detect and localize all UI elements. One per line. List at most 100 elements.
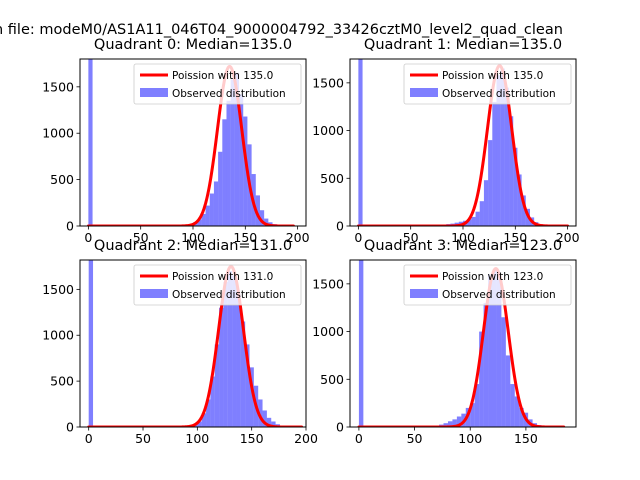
hist-bar [492, 269, 497, 427]
hist-bar [447, 421, 453, 427]
hist-bar [504, 87, 510, 226]
legend: Poission with 123.0 Observed distribution [403, 264, 572, 306]
hist-bar [243, 116, 248, 226]
subplot-quadrant-2: 0 50 100 150 200 0 500 1000 1500 Quadrant 2: Medi… [42, 238, 318, 446]
hist-bar [358, 59, 363, 226]
hist-bar [201, 213, 206, 226]
hist-bar [258, 399, 263, 427]
hist-bar [219, 307, 224, 427]
hist-bar [266, 417, 272, 427]
x-tick-label: 0 [355, 431, 363, 446]
hist-bar [501, 317, 506, 427]
hist-bar [255, 195, 260, 226]
x-tick-label: 200 [294, 431, 318, 446]
x-tick-label: 150 [240, 431, 264, 446]
hist-bar [245, 344, 250, 427]
hist-bar [234, 72, 240, 226]
legend-label-fit: Poission with 131.0 [172, 271, 273, 283]
y-tick-label: 500 [50, 374, 74, 389]
y-tick-label: 0 [336, 420, 344, 435]
hist-bar [239, 94, 244, 226]
axes-frame [349, 259, 577, 428]
hist-bar [197, 421, 202, 427]
hist-bar [232, 275, 237, 427]
x-tick-label: 100 [185, 431, 209, 446]
hist-bar [521, 195, 526, 226]
hist-bar [483, 180, 489, 226]
plot-area [357, 260, 566, 427]
x-tick-label: 100 [458, 431, 482, 446]
y-tick-label: 500 [320, 372, 344, 387]
hist-bar [226, 100, 231, 226]
legend-frame [403, 264, 572, 306]
hist-bar [227, 271, 233, 427]
hist-bar [467, 219, 472, 226]
hist-bar [509, 116, 514, 226]
y-tick-label: 1500 [312, 75, 344, 90]
poisson-fit-line [87, 264, 304, 427]
hist-bar [210, 376, 215, 427]
subplot-title: Quadrant 0: Median=135.0 [94, 37, 292, 53]
hist-bar [236, 293, 241, 427]
legend-patch-swatch [140, 88, 168, 97]
hist-bar [500, 68, 505, 226]
x-tick-label: 150 [514, 431, 538, 446]
poisson-fit-line [356, 64, 570, 226]
subplot-quadrant-1: 0 50 100 150 200 0 500 1000 1500 Quadrant 1: Medi… [312, 37, 579, 245]
hist-bar [474, 384, 480, 427]
legend-label-hist: Observed distribution [172, 88, 286, 100]
hist-bar [505, 355, 511, 427]
poisson-fit-line [357, 267, 566, 427]
plot-area [87, 260, 304, 427]
y-tick-label: 0 [66, 420, 74, 435]
hist-bar [88, 260, 94, 427]
poisson-fit-line [86, 64, 295, 226]
x-tick-label: 200 [556, 230, 580, 245]
legend-frame [403, 63, 572, 105]
plot-area [356, 59, 570, 226]
legend-label-hist: Observed distribution [442, 289, 556, 301]
legend-label-hist: Observed distribution [172, 289, 286, 301]
hist-bar [271, 421, 276, 427]
figure-suptitle: n file: modeM0/AS1A11_046T04_9000004792_… [0, 22, 563, 38]
hist-bar [249, 367, 254, 427]
hist-bar [471, 216, 476, 226]
y-tick-label: 1000 [312, 324, 344, 339]
hist-bar [230, 79, 235, 226]
subplot-title: Quadrant 1: Median=135.0 [364, 37, 562, 53]
x-tick-label: 150 [233, 230, 257, 245]
x-tick-label: 50 [403, 230, 419, 245]
subplot-title: Quadrant 2: Median=131.0 [94, 238, 292, 254]
legend: Poission with 135.0 Observed distribution [403, 63, 572, 105]
legend: Poission with 135.0 Observed distribution [133, 63, 302, 105]
hist-bar [496, 75, 501, 226]
y-tick-label: 1000 [42, 126, 74, 141]
y-tick-label: 1500 [42, 79, 74, 94]
y-tick-label: 1500 [312, 276, 344, 291]
legend-label-fit: Poission with 123.0 [442, 271, 543, 283]
x-tick-label: 150 [503, 230, 527, 245]
axes-frame [79, 259, 307, 428]
hist-bar [88, 59, 93, 226]
hist-bar [492, 101, 497, 226]
subplot-quadrant-0: 0 50 100 150 200 0 500 1000 1500 Quadrant 0: Medi… [42, 37, 309, 245]
legend-label-fit: Poission with 135.0 [442, 70, 543, 82]
hist-bar [358, 260, 364, 427]
hist-bar [201, 413, 207, 427]
hist-bar [510, 384, 515, 427]
x-tick-label: 100 [451, 230, 475, 245]
plot-area [86, 59, 295, 226]
x-tick-label: 50 [135, 431, 151, 446]
x-tick-label: 0 [85, 431, 93, 446]
hist-bar [197, 219, 202, 226]
hist-bar [517, 174, 522, 226]
y-tick-label: 1500 [42, 282, 74, 297]
hist-bar [452, 419, 457, 427]
hist-bar [205, 205, 210, 226]
hist-bar [470, 403, 475, 427]
legend-patch-swatch [410, 289, 438, 298]
hist-bar [443, 423, 448, 427]
hist-bar [240, 321, 246, 427]
